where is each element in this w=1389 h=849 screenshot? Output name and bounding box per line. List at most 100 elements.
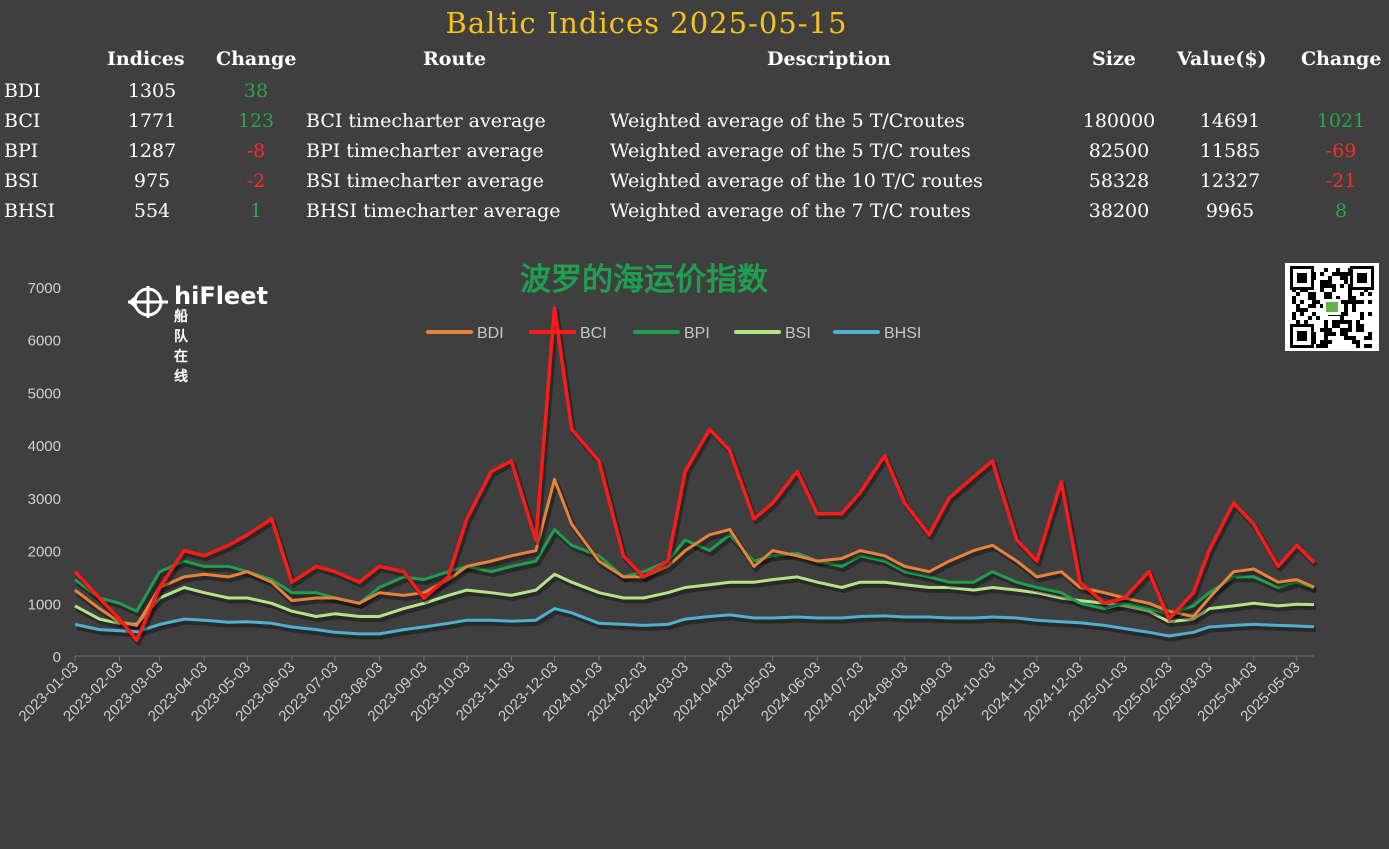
header-value-change: Change (1301, 48, 1382, 70)
x-tick-label: 2025-01-03 (1065, 659, 1131, 725)
x-tick-label: 2023-07-03 (275, 659, 341, 725)
cell-name-bdi: BDI (4, 80, 41, 102)
cell-name-bhsi: BHSI (4, 200, 56, 222)
x-tick-label: 2023-12-03 (495, 659, 561, 725)
cell-value-change-bhsi: 8 (1334, 200, 1348, 222)
cell-description-bsi: Weighted average of the 10 T/C routes (610, 170, 983, 192)
hifleet-logo: hiFleet 船队在线 (128, 282, 268, 385)
cell-change-bhsi: 1 (249, 200, 263, 222)
hifleet-logo-icon (128, 286, 168, 318)
series-shadow-bhsi (76, 609, 1317, 642)
x-tick-label: 2023-11-03 (453, 659, 518, 724)
header-size: Size (1092, 48, 1136, 70)
header-change: Change (216, 48, 297, 70)
series-shadow-bsi (75, 574, 1317, 630)
x-tick-label: 2025-05-03 (1237, 659, 1303, 725)
series-shadow-bpi (75, 530, 1317, 620)
legend-label-bhsi: BHSI (884, 325, 921, 342)
x-tick-label: 2024-05-03 (713, 659, 779, 725)
x-tick-label: 2024-01-03 (540, 659, 606, 725)
cell-route-bpi: BPI timecharter average (306, 140, 544, 162)
cell-value-change-bpi: -69 (1325, 140, 1357, 162)
cell-size-bsi: 58328 (1088, 170, 1150, 192)
x-tick-label: 2023-09-03 (364, 659, 430, 725)
x-tick-label: 2025-03-03 (1150, 659, 1216, 725)
cell-change-bdi: 38 (243, 80, 269, 102)
cell-change-bci: 123 (237, 110, 275, 132)
chart-title: 波罗的海运价指数 (520, 262, 768, 298)
x-tick-label: 2024-02-03 (584, 659, 650, 725)
logo-subtitle: 船队在线 (174, 309, 191, 385)
cell-change-bpi: -8 (246, 140, 266, 162)
cell-size-bpi: 82500 (1088, 140, 1150, 162)
cell-index-bdi: 1305 (127, 80, 177, 102)
x-tick-label: 2023-02-03 (60, 659, 126, 725)
cell-index-bci: 1771 (127, 110, 177, 132)
cell-value-change-bsi: -21 (1325, 170, 1357, 192)
cell-description-bci: Weighted average of the 5 T/Croutes (610, 110, 965, 132)
legend-label-bdi: BDI (477, 325, 504, 342)
x-tick-label: 2024-11-03 (978, 659, 1043, 724)
header-value: Value($) (1177, 48, 1267, 70)
x-tick-label: 2023-05-03 (188, 659, 254, 725)
cell-name-bci: BCI (4, 110, 41, 132)
header-description: Description (767, 48, 891, 70)
x-tick-label: 2024-07-03 (801, 659, 867, 725)
legend-label-bci: BCI (580, 325, 607, 342)
cell-value-bci: 14691 (1199, 110, 1261, 132)
cell-name-bpi: BPI (4, 140, 39, 162)
x-tick-label: 2024-08-03 (845, 659, 911, 725)
x-tick-label: 2024-03-03 (626, 659, 692, 725)
x-tick-label: 2023-06-03 (232, 659, 298, 725)
cell-value-bpi: 11585 (1199, 140, 1261, 162)
cell-size-bci: 180000 (1082, 110, 1156, 132)
legend-label-bpi: BPI (684, 325, 710, 342)
cell-change-bsi: -2 (246, 170, 266, 192)
cell-size-bhsi: 38200 (1088, 200, 1150, 222)
cell-name-bsi: BSI (4, 170, 39, 192)
x-tick-label: 2024-10-03 (933, 659, 999, 725)
header-indices: Indices (107, 48, 185, 70)
x-tick-label: 2024-12-03 (1021, 659, 1087, 725)
x-tick-label: 2023-10-03 (407, 659, 473, 725)
y-tick-label: 7000 (28, 280, 61, 297)
cell-index-bsi: 975 (133, 170, 171, 192)
cell-route-bci: BCI timecharter average (306, 110, 546, 132)
x-tick-label: 2023-04-03 (145, 659, 211, 725)
cell-description-bhsi: Weighted average of the 7 T/C routes (610, 200, 971, 222)
series-line-bsi (74, 572, 1315, 626)
x-tick-label: 2024-06-03 (758, 659, 824, 725)
logo-name: hiFleet (174, 282, 268, 310)
y-tick-label: 5000 (28, 385, 61, 402)
cell-route-bhsi: BHSI timecharter average (306, 200, 561, 222)
series-shadow-bdi (75, 479, 1318, 631)
page-title: Baltic Indices 2025-05-15 (445, 6, 848, 40)
series-line-bpi (74, 528, 1315, 616)
y-tick-label: 2000 (28, 544, 61, 561)
qr-code-icon (1285, 263, 1379, 351)
y-tick-label: 4000 (28, 438, 61, 455)
legend-label-bsi: BSI (785, 325, 811, 342)
x-tick-label: 2023-01-03 (16, 659, 82, 725)
x-tick-label: 2023-08-03 (320, 659, 386, 725)
cell-value-change-bci: 1021 (1316, 110, 1366, 132)
x-tick-label: 2025-02-03 (1110, 659, 1176, 725)
y-tick-label: 0 (53, 649, 61, 666)
cell-value-bsi: 12327 (1199, 170, 1261, 192)
x-tick-label: 2024-09-03 (890, 659, 956, 725)
cell-value-bhsi: 9965 (1205, 200, 1255, 222)
series-line-bci (73, 306, 1316, 642)
y-tick-label: 3000 (28, 491, 61, 508)
series-line-bhsi (74, 607, 1315, 638)
x-tick-label: 2025-04-03 (1194, 659, 1260, 725)
cell-index-bhsi: 554 (133, 200, 171, 222)
y-tick-label: 6000 (28, 333, 61, 350)
cell-index-bpi: 1287 (127, 140, 177, 162)
series-shadow-bci (75, 308, 1318, 646)
series-line-bdi (74, 477, 1315, 627)
cell-route-bsi: BSI timecharter average (306, 170, 544, 192)
header-route: Route (423, 48, 487, 70)
x-tick-label: 2024-04-03 (670, 659, 736, 725)
cell-description-bpi: Weighted average of the 5 T/C routes (610, 140, 971, 162)
x-tick-label: 2023-03-03 (100, 659, 166, 725)
